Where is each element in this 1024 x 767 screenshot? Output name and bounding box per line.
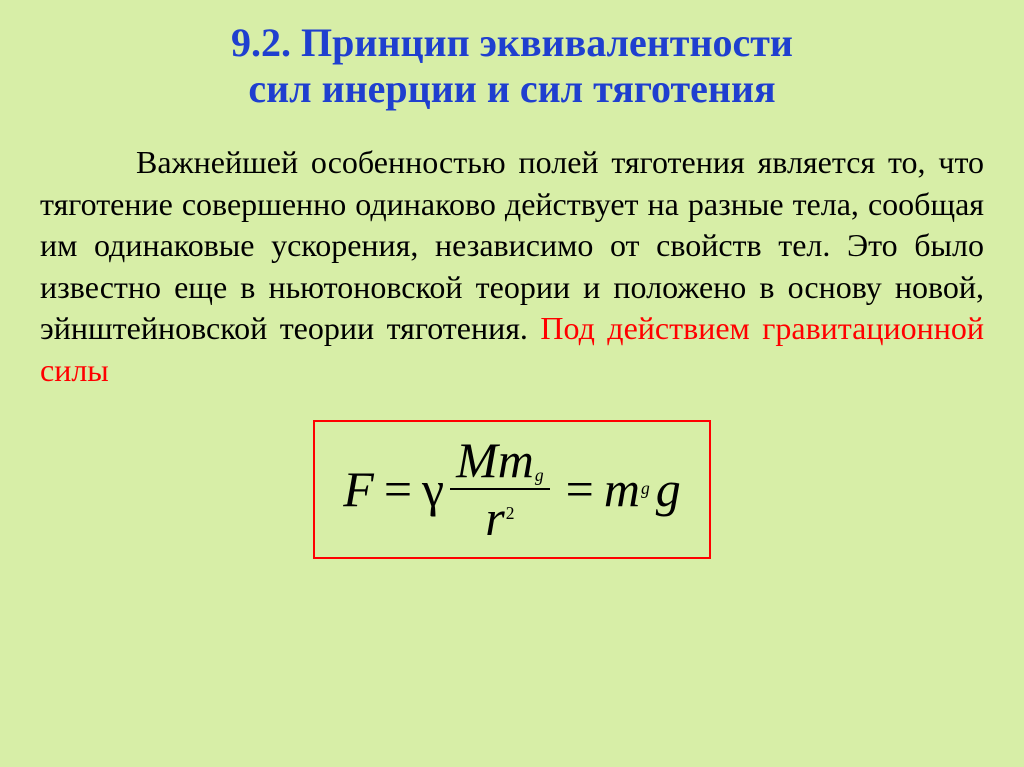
- formula-denominator: r2: [479, 490, 520, 547]
- slide-title: 9.2. Принцип эквивалентности сил инерции…: [40, 20, 984, 112]
- formula-box: F = γ Mmg r2 = mg g: [313, 420, 710, 559]
- formula-row: F = γ Mmg r2 = mg g: [343, 432, 680, 547]
- formula-gamma: γ: [422, 464, 444, 514]
- formula-rhs-m: m: [604, 464, 640, 514]
- title-line-1: 9.2. Принцип эквивалентности: [231, 20, 793, 65]
- formula-fraction: Mmg r2: [450, 432, 550, 547]
- formula-eq-2: =: [566, 464, 594, 514]
- formula-eq-1: =: [384, 464, 412, 514]
- slide: 9.2. Принцип эквивалентности сил инерции…: [0, 0, 1024, 767]
- formula-num-m: m: [498, 432, 534, 488]
- body-paragraph: Важнейшей особенностью полей тяготения я…: [40, 142, 984, 392]
- formula-rhs-sub-g: g: [641, 480, 650, 498]
- title-line-2: сил инерции и сил тяготения: [248, 66, 775, 111]
- formula-rhs-g: g: [656, 464, 681, 514]
- formula-den-r: r: [485, 490, 504, 546]
- formula-numerator: Mmg: [450, 432, 550, 489]
- formula-container: F = γ Mmg r2 = mg g: [40, 420, 984, 559]
- formula-num-sub-g: g: [535, 465, 544, 485]
- formula-lhs: F: [343, 464, 374, 514]
- formula-den-sup-2: 2: [506, 503, 515, 523]
- formula-num-M: M: [456, 432, 498, 488]
